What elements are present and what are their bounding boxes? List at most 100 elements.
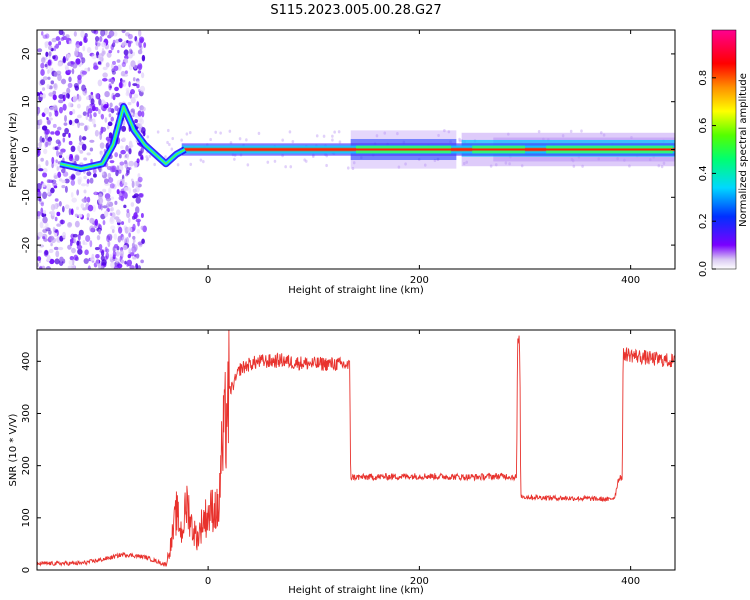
spectrogram-speckle <box>42 216 48 224</box>
spectrogram-speckle <box>122 244 128 251</box>
spectrogram-speckle <box>86 171 92 177</box>
spectrogram-ridge-core <box>60 105 186 170</box>
spectrogram-speckle <box>125 144 129 152</box>
spectrogram-speckle <box>132 77 136 82</box>
spectrogram-speckle <box>116 218 122 223</box>
spectrogram-speckle <box>100 126 104 134</box>
spectrogram-speckle <box>68 40 73 45</box>
spectrogram-speckle <box>40 202 44 207</box>
spectrogram-speckle <box>78 135 82 143</box>
snr-y-tick-label: 200 <box>21 456 32 475</box>
spectrogram-speckle <box>100 113 105 120</box>
colorbar: 0.0 0.2 0.4 0.6 0.8 Normalized spectral ampl… <box>698 29 749 277</box>
spectrogram-speckle <box>126 211 131 219</box>
spectrogram-speckle <box>41 183 46 188</box>
spectrogram-speckle <box>96 40 101 48</box>
spectrogram-speckle <box>602 133 606 137</box>
spectrogram-speckle <box>50 187 55 194</box>
spectrogram-speckle <box>128 81 131 88</box>
spectrogram-speckle <box>105 197 112 202</box>
spectrogram-speckle <box>86 152 91 156</box>
spectrogram-speckle <box>91 253 95 260</box>
spectrogram-speckle <box>494 163 498 167</box>
spectrogram-speckle <box>68 208 72 216</box>
spectrogram-speckle <box>45 265 51 269</box>
spectrogram-speckle <box>660 165 664 169</box>
spectrogram-speckle <box>62 137 66 143</box>
spectrogram-speckle <box>42 172 48 178</box>
spectrogram-speckle <box>132 238 136 243</box>
spectrogram-speckle <box>51 156 55 164</box>
spectrogram-speckle <box>128 232 131 238</box>
spectrogram-speckle <box>98 98 102 106</box>
spectrogram-speckle <box>131 180 135 189</box>
spectrogram-speckle <box>202 160 205 164</box>
spectrogram-speckle <box>64 114 67 123</box>
spectrogram-speckle <box>81 57 86 64</box>
spectrogram-speckle <box>75 40 81 49</box>
spectrogram-speckle <box>489 164 493 168</box>
snr-x-tick-label: 0 <box>205 576 211 587</box>
spectrogram-speckle <box>121 236 127 243</box>
spectrogram-speckle <box>132 256 137 260</box>
spectrogram-speckle <box>124 70 128 75</box>
spectrogram-speckle <box>54 130 61 136</box>
spectrogram-speckle <box>288 130 292 134</box>
spectrogram-speckle <box>74 50 79 57</box>
spectrogram-speckle <box>113 65 119 72</box>
spectrogram-speckle <box>45 33 50 39</box>
spectrogram-speckle <box>137 30 142 37</box>
spectrogram-speckle <box>110 261 115 269</box>
spectrogram-speckle <box>50 204 56 211</box>
spectrogram-speckle <box>76 103 81 109</box>
spectrogram-speckle <box>98 197 104 205</box>
spectrogram-speckle <box>91 53 97 60</box>
spectrogram-speckle <box>52 182 58 187</box>
colorbar-ticks: 0.0 0.2 0.4 0.6 0.8 <box>698 70 716 277</box>
spectrogram-speckle <box>581 164 584 168</box>
spectrogram-speckle <box>37 124 41 130</box>
spectrogram-speckle <box>122 73 129 77</box>
spectrogram-speckle <box>50 242 53 247</box>
spectrogram-speckle <box>383 131 387 135</box>
spectrogram-speckle <box>108 83 112 91</box>
spectrogram-speckle <box>569 129 573 133</box>
spectrogram-speckle <box>47 188 50 196</box>
spectrogram-speckle <box>81 84 86 92</box>
spectrogram-speckle <box>100 103 104 110</box>
spectrogram-speckle <box>68 119 73 126</box>
spectrogram-speckle <box>245 138 248 142</box>
spectrogram-speckle <box>83 157 88 161</box>
spectrogram-speckle <box>57 61 63 67</box>
spectrogram-speckle <box>137 49 143 55</box>
spectrogram-speckle <box>54 146 59 151</box>
spectrogram-speckle <box>74 44 81 49</box>
spectrogram-speckle <box>153 162 156 167</box>
spectrogram-speckle <box>45 159 49 167</box>
spectrogram-speckle <box>110 225 116 230</box>
spectrogram-speckle <box>657 164 661 168</box>
spectrogram-speckle <box>123 58 129 64</box>
spectrogram-speckle <box>57 141 62 147</box>
spectrogram-speckle <box>53 159 59 167</box>
spectrogram-speckle <box>38 168 44 172</box>
spectrogram-speckle <box>114 86 119 92</box>
spectrogram-speckle <box>135 80 141 85</box>
spectrogram-speckle <box>70 192 74 198</box>
spectrogram-speckle <box>74 213 79 218</box>
spectrogram-speckle <box>120 149 126 155</box>
spectrogram-speckle <box>42 93 46 99</box>
spectrogram-speckle <box>135 196 141 204</box>
spectrogram-speckle <box>127 33 133 40</box>
spectrogram-speckle <box>123 181 128 187</box>
spectrogram-speckle <box>102 128 106 132</box>
spectrogram-speckle <box>58 154 63 159</box>
spectrogram-speckle <box>103 104 109 109</box>
spectrogram-speckle <box>81 197 88 204</box>
spectrogram-speckle <box>51 37 57 43</box>
spectrogram-speckle <box>39 94 43 98</box>
spectrogram-speckle <box>95 51 100 59</box>
spectrogram-speckle <box>141 72 145 79</box>
spectrogram-speckle <box>42 76 48 81</box>
spectrogram-heatmap <box>37 30 675 269</box>
